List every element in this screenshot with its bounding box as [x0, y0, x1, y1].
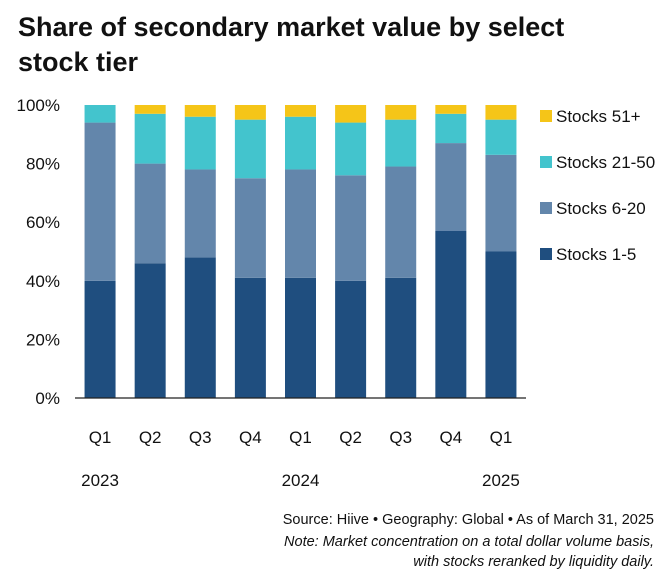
- legend-label: Stocks 51+: [556, 107, 641, 126]
- year-label: 2023: [81, 471, 119, 490]
- bar-segment-stocks-1-5: [435, 230, 467, 398]
- legend-swatch: [540, 110, 552, 122]
- bar-segment-stocks-51-: [285, 105, 316, 117]
- x-tick-label: Q1: [490, 428, 513, 447]
- bar-segment-stocks-1-5: [335, 280, 367, 398]
- bar-segment-stocks-6-20: [285, 169, 316, 278]
- bar-segment-stocks-21-50: [435, 113, 467, 144]
- legend-swatch: [540, 248, 552, 260]
- chart-title: Share of secondary market value by selec…: [18, 12, 565, 77]
- x-tick-label: Q1: [289, 428, 312, 447]
- bar-segment-stocks-51-: [184, 105, 216, 117]
- y-tick-label: 80%: [26, 155, 60, 174]
- bar-segment-stocks-6-20: [435, 143, 467, 231]
- year-label: 2025: [482, 471, 520, 490]
- bar-segment-stocks-21-50: [485, 119, 517, 155]
- bar-segment-stocks-1-5: [485, 251, 517, 398]
- bar-segment-stocks-6-20: [485, 154, 517, 252]
- y-tick-label: 60%: [26, 213, 60, 232]
- x-tick-label: Q2: [339, 428, 362, 447]
- bar-segment-stocks-1-5: [134, 263, 166, 398]
- bar-segment-stocks-1-5: [234, 277, 266, 398]
- x-tick-label: Q3: [389, 428, 412, 447]
- y-tick-label: 40%: [26, 272, 60, 291]
- bar-segment-stocks-21-50: [285, 116, 316, 170]
- note-line-2: with stocks reranked by liquidity daily.: [413, 554, 654, 570]
- bar-segment-stocks-51-: [134, 105, 166, 114]
- bar-segment-stocks-6-20: [335, 175, 367, 281]
- x-tick-label: Q3: [189, 428, 212, 447]
- bar-segment-stocks-1-5: [385, 277, 417, 398]
- legend-label: Stocks 21-50: [556, 153, 655, 172]
- bar-segment-stocks-51-: [385, 105, 417, 120]
- y-tick-label: 20%: [26, 330, 60, 349]
- legend-label: Stocks 1-5: [556, 245, 636, 264]
- legend-swatch: [540, 202, 552, 214]
- x-tick-label: Q1: [89, 428, 112, 447]
- bar-segment-stocks-6-20: [84, 122, 116, 281]
- x-tick-label: Q4: [239, 428, 262, 447]
- bar-segment-stocks-21-50: [234, 119, 266, 179]
- bar-segment-stocks-21-50: [385, 119, 417, 167]
- bar-segment-stocks-51-: [335, 105, 367, 123]
- bar-segment-stocks-21-50: [84, 105, 116, 123]
- bar-segment-stocks-1-5: [285, 277, 316, 398]
- bar-segment-stocks-21-50: [335, 122, 367, 176]
- bar-segment-stocks-51-: [435, 105, 467, 114]
- bar-segment-stocks-6-20: [385, 166, 417, 278]
- year-label: 2024: [282, 471, 320, 490]
- bar-segment-stocks-1-5: [84, 280, 116, 398]
- source-line: Source: Hiive • Geography: Global • As o…: [282, 512, 654, 528]
- note-line-1: Note: Market concentration on a total do…: [284, 534, 654, 550]
- legend-label: Stocks 6-20: [556, 199, 646, 218]
- y-tick-label: 0%: [35, 389, 60, 408]
- note-text: Note: Market concentration on a total do…: [54, 532, 654, 572]
- x-tick-label: Q4: [439, 428, 462, 447]
- bar-segment-stocks-51-: [234, 105, 266, 120]
- bar-segment-stocks-1-5: [184, 257, 216, 398]
- y-tick-label: 100%: [17, 96, 60, 115]
- bar-segment-stocks-6-20: [134, 163, 166, 264]
- legend-swatch: [540, 156, 552, 168]
- bar-segment-stocks-21-50: [134, 113, 166, 164]
- x-tick-label: Q2: [139, 428, 162, 447]
- bar-segment-stocks-6-20: [184, 169, 216, 258]
- bar-segment-stocks-21-50: [184, 116, 216, 170]
- bar-segment-stocks-6-20: [234, 178, 266, 278]
- bar-segment-stocks-51-: [485, 105, 517, 120]
